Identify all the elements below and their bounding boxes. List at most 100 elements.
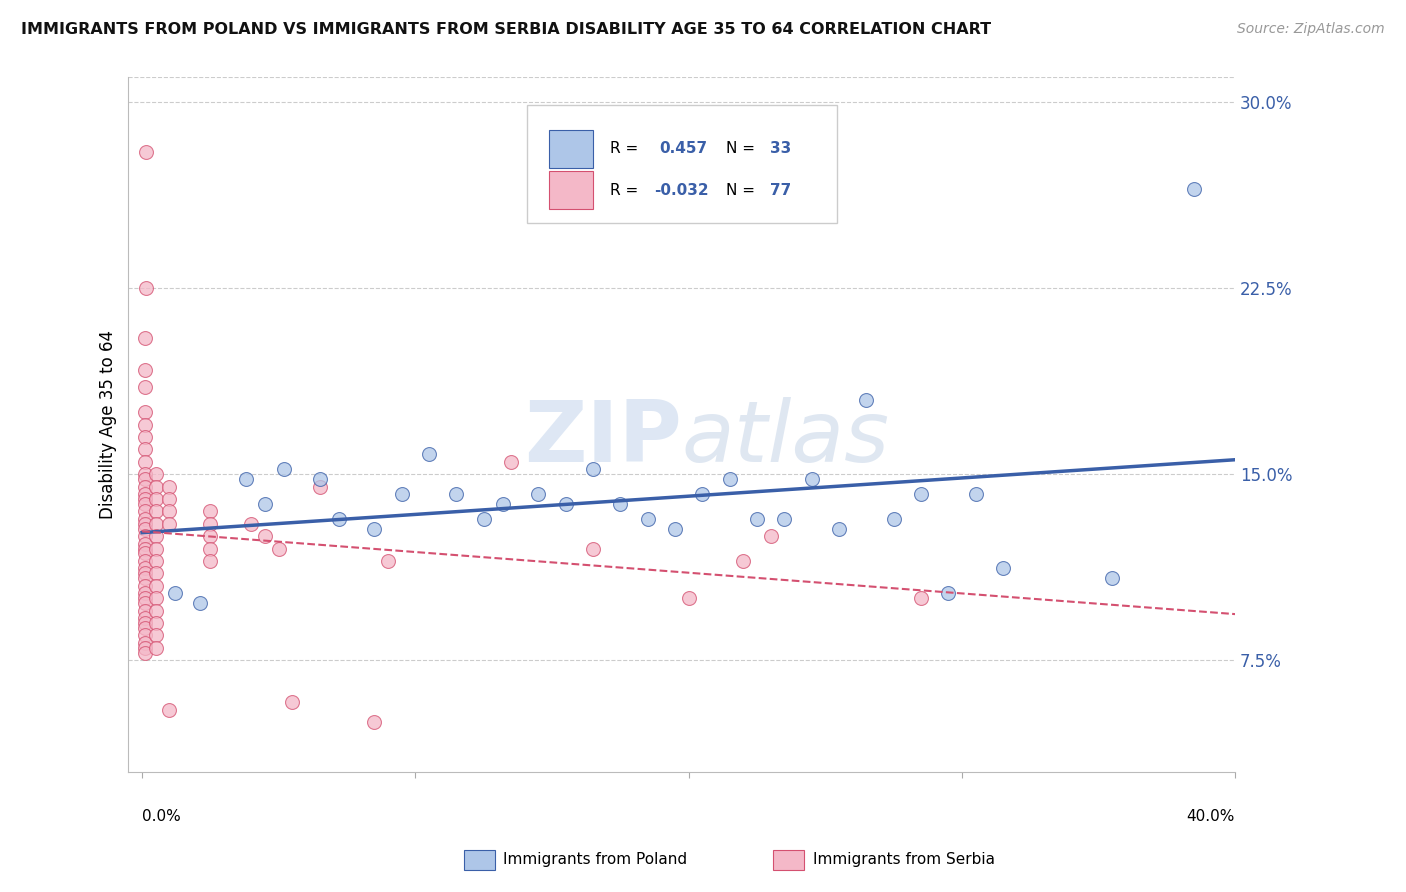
Point bbox=[718, 472, 741, 486]
Point bbox=[134, 522, 156, 536]
Point bbox=[377, 554, 399, 568]
Text: 33: 33 bbox=[770, 142, 792, 156]
Point bbox=[145, 467, 167, 482]
Point bbox=[391, 487, 413, 501]
Point bbox=[134, 472, 156, 486]
Point bbox=[134, 603, 156, 617]
Text: atlas: atlas bbox=[682, 397, 890, 480]
Point bbox=[273, 462, 295, 476]
Point bbox=[472, 512, 495, 526]
Point bbox=[582, 541, 605, 556]
Point bbox=[134, 547, 156, 561]
Point bbox=[609, 497, 631, 511]
Point bbox=[554, 497, 576, 511]
Point bbox=[733, 554, 755, 568]
Point bbox=[135, 281, 157, 295]
Point bbox=[188, 596, 211, 610]
Point bbox=[134, 566, 156, 581]
Point bbox=[134, 479, 156, 493]
Point bbox=[134, 331, 156, 345]
Text: Source: ZipAtlas.com: Source: ZipAtlas.com bbox=[1237, 22, 1385, 37]
Point bbox=[936, 586, 959, 600]
Point bbox=[134, 621, 156, 635]
Point bbox=[200, 541, 222, 556]
FancyBboxPatch shape bbox=[548, 129, 593, 168]
Point bbox=[134, 417, 156, 432]
Point bbox=[328, 512, 350, 526]
Point bbox=[159, 491, 181, 506]
Point bbox=[308, 472, 330, 486]
Point bbox=[159, 504, 181, 518]
Point bbox=[134, 628, 156, 642]
Y-axis label: Disability Age 35 to 64: Disability Age 35 to 64 bbox=[100, 330, 117, 519]
Point bbox=[200, 504, 222, 518]
Point bbox=[134, 579, 156, 593]
Point bbox=[145, 579, 167, 593]
Text: 0.0%: 0.0% bbox=[142, 809, 181, 824]
Text: 40.0%: 40.0% bbox=[1187, 809, 1234, 824]
Point bbox=[828, 522, 851, 536]
Point bbox=[134, 571, 156, 585]
Point bbox=[134, 541, 156, 556]
Point bbox=[163, 586, 186, 600]
Point bbox=[965, 487, 987, 501]
Point bbox=[363, 715, 385, 730]
Point bbox=[134, 487, 156, 501]
Point bbox=[745, 512, 768, 526]
Text: N =: N = bbox=[725, 142, 759, 156]
Point bbox=[200, 516, 222, 531]
Point bbox=[134, 636, 156, 650]
Point bbox=[134, 512, 156, 526]
Point bbox=[134, 380, 156, 394]
Point bbox=[773, 512, 796, 526]
Point bbox=[134, 640, 156, 655]
Point bbox=[308, 479, 330, 493]
Point bbox=[134, 363, 156, 377]
Point bbox=[254, 497, 277, 511]
Point bbox=[240, 516, 263, 531]
Point bbox=[582, 462, 605, 476]
Point bbox=[637, 512, 659, 526]
Point bbox=[145, 554, 167, 568]
Point bbox=[134, 615, 156, 630]
Point bbox=[134, 467, 156, 482]
Text: Immigrants from Serbia: Immigrants from Serbia bbox=[813, 853, 994, 867]
Text: 0.457: 0.457 bbox=[659, 142, 707, 156]
FancyBboxPatch shape bbox=[548, 171, 593, 210]
Point bbox=[235, 472, 257, 486]
Text: 77: 77 bbox=[770, 183, 792, 198]
Point bbox=[492, 497, 515, 511]
FancyBboxPatch shape bbox=[527, 105, 837, 223]
Point bbox=[145, 566, 167, 581]
Point bbox=[159, 516, 181, 531]
Point bbox=[499, 455, 522, 469]
Point bbox=[145, 615, 167, 630]
Point bbox=[134, 554, 156, 568]
Point bbox=[446, 487, 468, 501]
Text: -0.032: -0.032 bbox=[654, 183, 709, 198]
Point bbox=[800, 472, 823, 486]
Point bbox=[145, 628, 167, 642]
Point bbox=[145, 491, 167, 506]
Point bbox=[134, 504, 156, 518]
Point bbox=[145, 591, 167, 606]
Point bbox=[759, 529, 782, 543]
Point bbox=[254, 529, 277, 543]
Point bbox=[991, 561, 1014, 575]
Point bbox=[1101, 571, 1123, 585]
Point bbox=[1182, 182, 1205, 196]
Point bbox=[145, 516, 167, 531]
Point bbox=[910, 487, 932, 501]
Point bbox=[134, 586, 156, 600]
Point bbox=[145, 479, 167, 493]
Point bbox=[134, 405, 156, 419]
Point bbox=[134, 442, 156, 457]
Text: R =: R = bbox=[610, 183, 643, 198]
Point bbox=[134, 646, 156, 660]
Point bbox=[363, 522, 385, 536]
Point bbox=[910, 591, 932, 606]
Point bbox=[281, 695, 304, 709]
Point bbox=[678, 591, 700, 606]
Text: R =: R = bbox=[610, 142, 643, 156]
Point bbox=[200, 554, 222, 568]
